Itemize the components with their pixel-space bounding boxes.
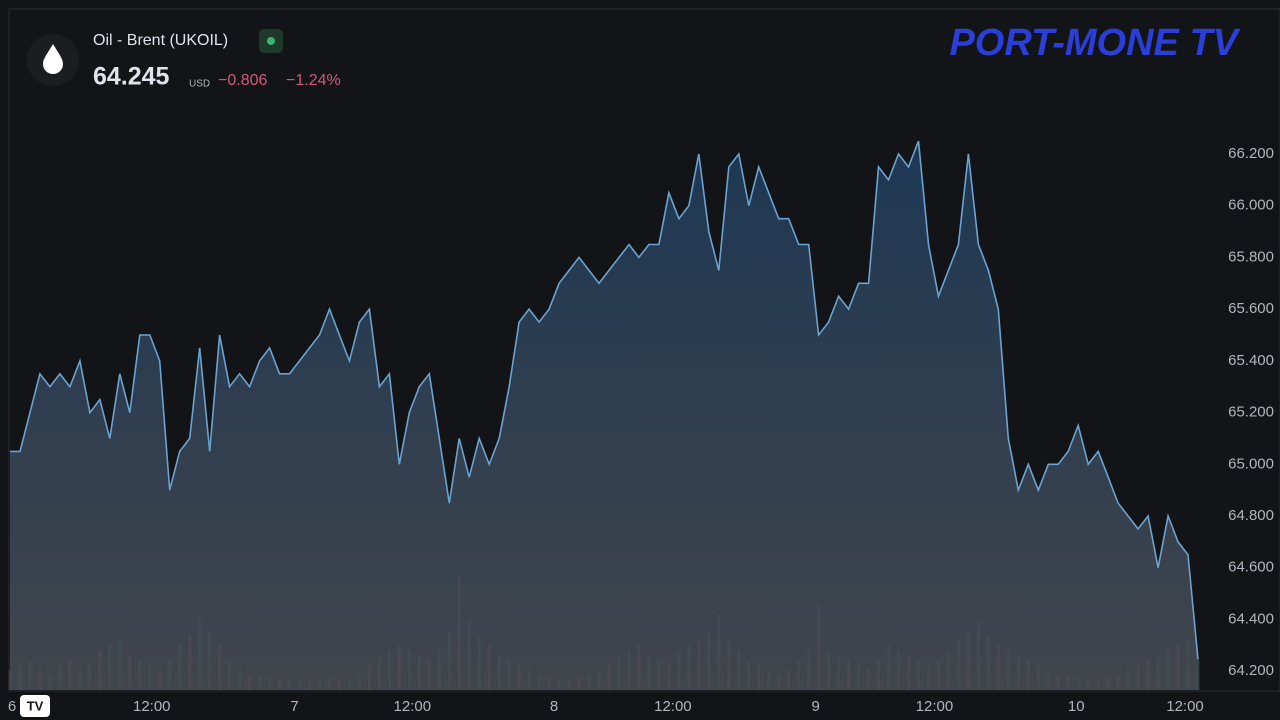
x-tick-label: 12:00 xyxy=(133,698,171,715)
y-tick-label: 64.200 xyxy=(1228,662,1274,679)
y-tick-label: 65.800 xyxy=(1228,248,1274,265)
x-tick-label: 12:00 xyxy=(1166,698,1204,715)
plot-layer xyxy=(10,140,1199,691)
y-tick-label: 65.600 xyxy=(1228,300,1274,317)
drop-icon xyxy=(43,44,63,74)
y-tick-label: 66.000 xyxy=(1228,197,1274,214)
y-tick-label: 65.000 xyxy=(1228,455,1274,472)
x-tick-label: 10 xyxy=(1068,698,1085,715)
x-tick-label: 12:00 xyxy=(394,698,432,715)
x-tick-label: 12:00 xyxy=(654,698,692,715)
status-dot xyxy=(267,37,275,45)
area-fill xyxy=(10,141,1198,691)
last-price: 64.245 xyxy=(93,63,170,91)
y-tick-label: 65.400 xyxy=(1228,352,1274,369)
price-change-pct: −1.24% xyxy=(286,72,341,89)
x-tick-label: 9 xyxy=(811,698,819,715)
y-tick-label: 64.400 xyxy=(1228,610,1274,627)
y-tick-label: 64.600 xyxy=(1228,559,1274,576)
y-tick-label: 66.200 xyxy=(1228,145,1274,162)
symbol-name: Oil - Brent (UKOIL) xyxy=(93,32,228,49)
x-tick-label: 7 xyxy=(290,698,298,715)
x-tick-label: 8 xyxy=(550,698,558,715)
tv-logo xyxy=(20,695,50,717)
price-change: −0.806 xyxy=(218,72,267,89)
y-tick-label: 65.200 xyxy=(1228,404,1274,421)
y-tick-label: 64.800 xyxy=(1228,507,1274,524)
currency: USD xyxy=(189,79,210,90)
x-tick-label: 12:00 xyxy=(916,698,954,715)
logo: PORT-MONE TV xyxy=(949,22,1240,64)
tv-logo-text: TV xyxy=(27,698,44,713)
x-tick-label: 6 xyxy=(8,698,16,715)
price-line xyxy=(10,140,1199,660)
